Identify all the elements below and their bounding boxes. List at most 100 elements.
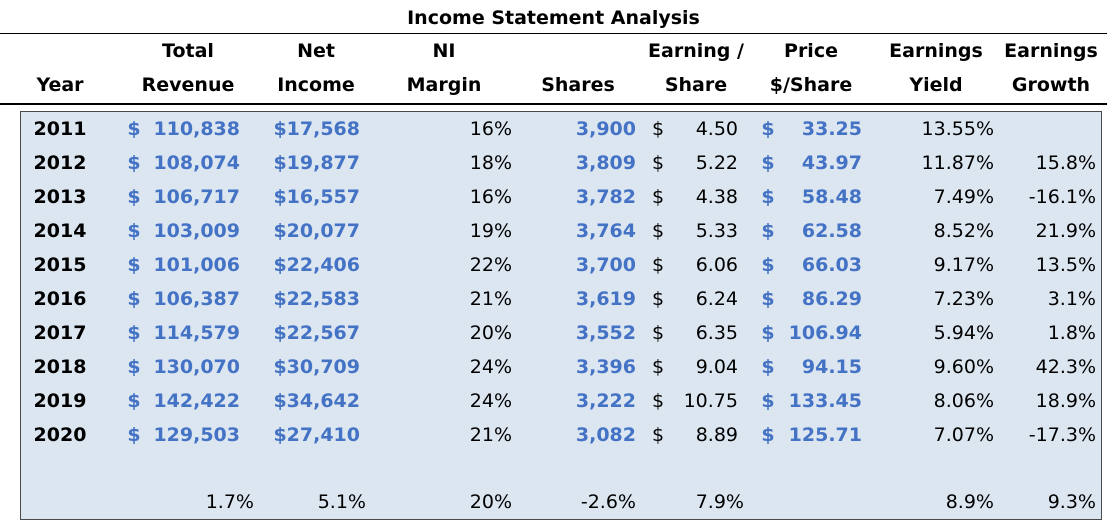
revenue-currency-symbol: $ <box>127 390 141 412</box>
net-income-cell: $34,642 <box>273 390 360 412</box>
year-cell: 2017 <box>33 322 87 344</box>
header-revenue-line1: Total <box>162 40 214 62</box>
eps-currency-symbol: $ <box>651 356 665 378</box>
revenue-currency-symbol: $ <box>127 118 141 140</box>
year-cell: 2020 <box>33 424 87 446</box>
header-growth-line2: Growth <box>1011 74 1091 96</box>
shares-cell: 3,900 <box>575 118 636 140</box>
price-cell: 86.29 <box>801 288 862 310</box>
yield-cell: 7.07% <box>933 424 994 446</box>
eps-currency-symbol: $ <box>651 254 665 276</box>
summary-revenue: 1.7% <box>205 491 254 513</box>
data-panel <box>20 111 1102 520</box>
eps-cell: 8.89 <box>695 424 738 446</box>
revenue-cell: 101,006 <box>153 254 240 276</box>
header-bottom-border <box>0 103 1107 105</box>
price-currency-symbol: $ <box>761 186 775 208</box>
price-currency-symbol: $ <box>761 356 775 378</box>
ni-margin-cell: 24% <box>469 356 512 378</box>
header-eps-line2: Share <box>664 74 728 96</box>
growth-cell: 18.9% <box>1035 390 1096 412</box>
revenue-currency-symbol: $ <box>127 356 141 378</box>
price-currency-symbol: $ <box>761 220 775 242</box>
ni-margin-cell: 22% <box>469 254 512 276</box>
revenue-cell: 108,074 <box>153 152 240 174</box>
net-income-cell: $20,077 <box>273 220 360 242</box>
net-income-cell: $19,877 <box>273 152 360 174</box>
header-price-line1: Price <box>784 40 838 62</box>
price-currency-symbol: $ <box>761 118 775 140</box>
eps-cell: 6.35 <box>695 322 738 344</box>
price-currency-symbol: $ <box>761 152 775 174</box>
shares-cell: 3,082 <box>575 424 636 446</box>
summary-yield: 8.9% <box>945 491 994 513</box>
growth-cell: -16.1% <box>1028 186 1096 208</box>
revenue-cell: 110,838 <box>153 118 240 140</box>
revenue-cell: 103,009 <box>153 220 240 242</box>
shares-cell: 3,222 <box>575 390 636 412</box>
eps-currency-symbol: $ <box>651 424 665 446</box>
year-cell: 2011 <box>33 118 87 140</box>
header-yield-line1: Earnings <box>889 40 983 62</box>
header-growth-line1: Earnings <box>1004 40 1098 62</box>
net-income-cell: $22,583 <box>273 288 360 310</box>
revenue-cell: 106,717 <box>153 186 240 208</box>
growth-cell: 1.8% <box>1047 322 1096 344</box>
eps-cell: 6.24 <box>695 288 738 310</box>
header-net-income-line2: Income <box>277 74 355 96</box>
net-income-cell: $22,567 <box>273 322 360 344</box>
revenue-currency-symbol: $ <box>127 152 141 174</box>
revenue-currency-symbol: $ <box>127 220 141 242</box>
net-income-cell: $16,557 <box>273 186 360 208</box>
year-cell: 2016 <box>33 288 87 310</box>
summary-shares: -2.6% <box>580 491 636 513</box>
shares-cell: 3,552 <box>575 322 636 344</box>
eps-cell: 9.04 <box>695 356 738 378</box>
net-income-cell: $22,406 <box>273 254 360 276</box>
header-ni-margin-line2: Margin <box>406 74 482 96</box>
year-cell: 2019 <box>33 390 87 412</box>
growth-cell: -17.3% <box>1028 424 1096 446</box>
eps-cell: 4.38 <box>695 186 738 208</box>
yield-cell: 7.23% <box>933 288 994 310</box>
yield-cell: 9.17% <box>933 254 994 276</box>
shares-cell: 3,782 <box>575 186 636 208</box>
shares-cell: 3,700 <box>575 254 636 276</box>
yield-cell: 8.52% <box>933 220 994 242</box>
revenue-cell: 130,070 <box>153 356 240 378</box>
price-cell: 62.58 <box>801 220 862 242</box>
eps-currency-symbol: $ <box>651 288 665 310</box>
eps-currency-symbol: $ <box>651 118 665 140</box>
header-revenue-line2: Revenue <box>141 74 235 96</box>
header-ni-margin-line1: NI <box>432 40 456 62</box>
growth-cell <box>990 117 1096 141</box>
eps-currency-symbol: $ <box>651 322 665 344</box>
eps-currency-symbol: $ <box>651 390 665 412</box>
net-income-cell: $30,709 <box>273 356 360 378</box>
eps-currency-symbol: $ <box>651 152 665 174</box>
ni-margin-cell: 16% <box>469 118 512 140</box>
header-price-line2: $/Share <box>769 74 853 96</box>
yield-cell: 11.87% <box>921 152 994 174</box>
ni-margin-cell: 16% <box>469 186 512 208</box>
eps-cell: 4.50 <box>695 118 738 140</box>
eps-cell: 5.22 <box>695 152 738 174</box>
header-shares: Shares <box>541 74 615 96</box>
shares-cell: 3,809 <box>575 152 636 174</box>
header-year: Year <box>36 74 84 96</box>
yield-cell: 8.06% <box>933 390 994 412</box>
revenue-currency-symbol: $ <box>127 322 141 344</box>
yield-cell: 9.60% <box>933 356 994 378</box>
header-top-border <box>0 33 1107 34</box>
price-currency-symbol: $ <box>761 322 775 344</box>
header-eps-line1: Earning / <box>648 40 744 62</box>
ni-margin-cell: 24% <box>469 390 512 412</box>
shares-cell: 3,619 <box>575 288 636 310</box>
year-cell: 2018 <box>33 356 87 378</box>
sheet-title: Income Statement Analysis <box>407 7 700 29</box>
eps-currency-symbol: $ <box>651 220 665 242</box>
price-cell: 66.03 <box>801 254 862 276</box>
year-cell: 2014 <box>33 220 87 242</box>
price-cell: 33.25 <box>801 118 862 140</box>
header-net-income-line1: Net <box>297 40 335 62</box>
